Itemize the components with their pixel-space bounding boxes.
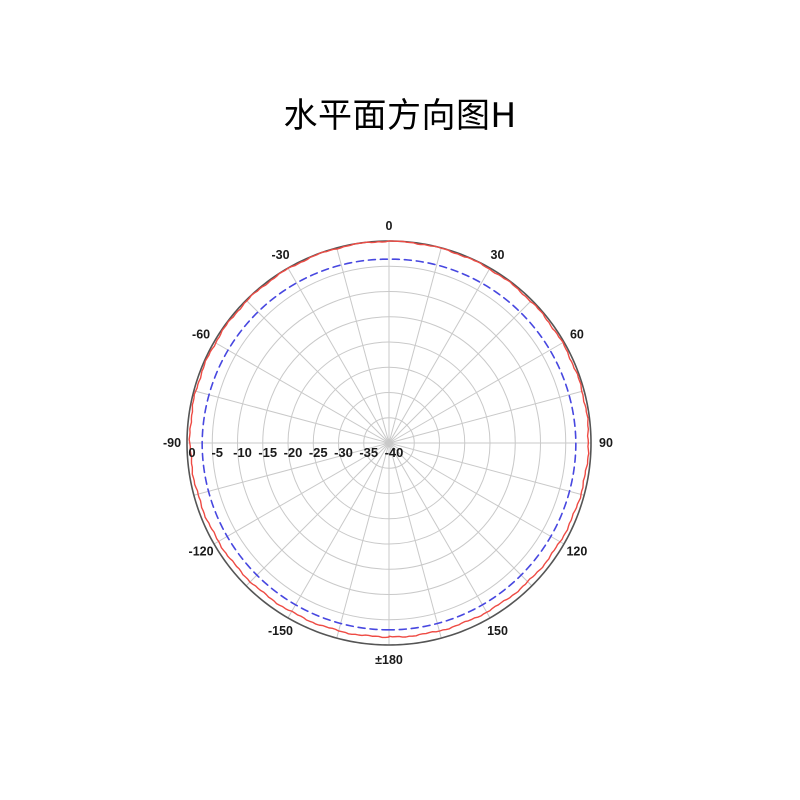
series-measured-pattern: [188, 240, 590, 639]
angular-tick-label: -120: [189, 545, 214, 559]
series-simulated-pattern: [201, 258, 577, 631]
radial-tick-label: -5: [211, 445, 223, 460]
angular-tick-label: 120: [566, 545, 587, 559]
radial-tick-label: -15: [258, 445, 277, 460]
angular-tick-label: -30: [271, 248, 289, 262]
radial-tick-label: -35: [359, 445, 378, 460]
radial-tick-label: -40: [385, 445, 404, 460]
radial-tick-labels: 0 -5 -10 -15 -20 -25 -30 -35 -40: [188, 445, 403, 460]
angular-tick-label: ±180: [375, 653, 403, 667]
radial-tick-label: -30: [334, 445, 353, 460]
angular-tick-label: 60: [570, 328, 584, 342]
angular-tick-label: -60: [192, 328, 210, 342]
radial-tick-label: -20: [284, 445, 303, 460]
radial-tick-label: -25: [309, 445, 328, 460]
angular-tick-label: 150: [487, 624, 508, 638]
page-title: 水平面方向图H: [283, 96, 517, 136]
radial-tick-label: -10: [233, 445, 252, 460]
polar-series: [186, 240, 592, 646]
radial-tick-label: 0: [188, 445, 195, 460]
angular-tick-label: -150: [268, 624, 293, 638]
angular-tick-label: 90: [599, 436, 613, 450]
polar-grid: [186, 240, 592, 646]
angular-tick-label: -90: [163, 436, 181, 450]
angular-tick-label: 30: [491, 248, 505, 262]
angular-tick-label: 0: [386, 219, 393, 233]
